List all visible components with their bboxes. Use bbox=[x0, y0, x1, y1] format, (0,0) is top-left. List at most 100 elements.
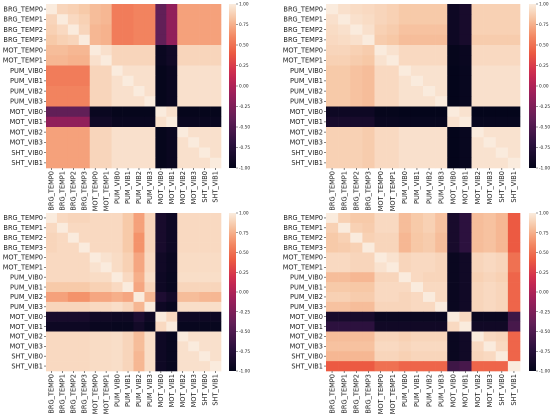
heatmap-cell bbox=[398, 157, 412, 169]
heatmap-cell bbox=[56, 14, 69, 25]
x-tick-label: MOT_VIB0 bbox=[450, 374, 458, 407]
heatmap-cell bbox=[177, 222, 189, 234]
x-tick-label: MOT_VIB0 bbox=[157, 171, 165, 204]
heatmap-cell bbox=[459, 232, 472, 243]
heatmap-cell bbox=[338, 157, 351, 169]
heatmap-cell bbox=[495, 127, 509, 138]
heatmap-cell bbox=[362, 86, 375, 97]
x-tick-label: MOT_VIB1 bbox=[168, 374, 176, 407]
heatmap-cell bbox=[100, 262, 112, 273]
heatmap-cell bbox=[495, 262, 509, 273]
heatmap-cell bbox=[188, 96, 200, 107]
heatmap-cell bbox=[56, 24, 69, 36]
heatmap-cell bbox=[133, 341, 145, 352]
heatmap-cell bbox=[67, 106, 80, 118]
heatmap-cell bbox=[111, 301, 123, 313]
heatmap-cell bbox=[210, 116, 222, 128]
heatmap-cell bbox=[447, 222, 460, 234]
heatmap-cell bbox=[483, 242, 497, 253]
heatmap-cell bbox=[111, 213, 123, 224]
heatmap-cell bbox=[166, 127, 178, 138]
heatmap-cell bbox=[350, 252, 363, 263]
heatmap-cell bbox=[56, 341, 69, 352]
heatmap-cell bbox=[483, 34, 497, 46]
heatmap-cell bbox=[46, 65, 58, 77]
heatmap-cell bbox=[177, 272, 189, 283]
heatmap-cell bbox=[410, 34, 424, 46]
heatmap-cell bbox=[495, 96, 509, 107]
y-tick-label: PUM_VIB1 bbox=[290, 77, 323, 85]
heatmap-cell bbox=[188, 311, 200, 322]
heatmap-cell bbox=[166, 213, 178, 224]
x-tick-label: BRG_TEMP2 bbox=[70, 374, 78, 414]
heatmap-cell bbox=[483, 24, 497, 36]
heatmap-cell bbox=[507, 282, 521, 293]
heatmap-cell bbox=[350, 127, 363, 138]
heatmap-cell bbox=[326, 45, 339, 56]
heatmap-cell bbox=[338, 106, 351, 118]
heatmap-cell bbox=[471, 147, 484, 159]
heatmap-cell bbox=[67, 34, 80, 46]
heatmap-cell bbox=[398, 127, 412, 138]
heatmap-cell bbox=[362, 242, 375, 253]
colorbar-tick-label: -0.75 bbox=[539, 349, 550, 355]
colorbar-tick-label: 0.25 bbox=[239, 270, 249, 276]
heatmap-cell bbox=[447, 272, 460, 283]
heatmap-cell bbox=[210, 106, 222, 118]
heatmap-cell bbox=[111, 75, 123, 87]
heatmap-cell bbox=[326, 106, 339, 118]
heatmap-cell bbox=[459, 351, 472, 362]
heatmap-cell bbox=[410, 96, 424, 107]
heatmap-cell bbox=[46, 34, 58, 46]
heatmap-cell bbox=[398, 292, 412, 303]
heatmap-cell bbox=[67, 282, 80, 293]
heatmap-cell bbox=[111, 45, 123, 56]
heatmap-cell bbox=[56, 321, 69, 332]
heatmap-cell bbox=[111, 341, 123, 352]
heatmap-cell bbox=[188, 341, 200, 352]
heatmap-cell bbox=[133, 137, 145, 148]
heatmap-cell bbox=[459, 341, 472, 352]
heatmap-cell bbox=[410, 331, 424, 342]
heatmap-cell bbox=[100, 4, 112, 15]
heatmap-cell bbox=[199, 232, 211, 243]
heatmap-cell bbox=[374, 14, 387, 25]
heatmap-cell bbox=[78, 311, 91, 322]
heatmap-cell bbox=[386, 222, 400, 234]
heatmap-cell bbox=[111, 351, 123, 362]
heatmap-cell bbox=[133, 331, 145, 342]
heatmap-cell bbox=[435, 321, 448, 332]
heatmap-cell bbox=[177, 242, 189, 253]
x-tick-label: SHT_VIB1 bbox=[510, 171, 518, 203]
heatmap-cell bbox=[188, 116, 200, 128]
y-tick-label: MOT_VIB3 bbox=[290, 139, 323, 147]
heatmap-cell bbox=[100, 252, 112, 263]
heatmap-cell bbox=[338, 34, 351, 46]
y-tick-label: PUM_VIB2 bbox=[10, 293, 43, 301]
heatmap-cell bbox=[122, 65, 134, 77]
heatmap-cell bbox=[423, 222, 436, 234]
heatmap-cell bbox=[483, 137, 497, 148]
heatmap-cell bbox=[100, 55, 112, 66]
heatmap-cell bbox=[471, 361, 484, 372]
colorbar bbox=[229, 4, 236, 168]
heatmap-cell bbox=[210, 341, 222, 352]
heatmap-cell bbox=[89, 272, 101, 283]
heatmap-cell bbox=[89, 96, 101, 107]
x-tick-label: MOT_TEMP0 bbox=[377, 171, 385, 211]
heatmap-cell bbox=[326, 96, 339, 107]
y-tick-label: MOT_VIB2 bbox=[290, 128, 323, 136]
heatmap-cell bbox=[435, 311, 448, 322]
y-tick-label: PUM_VIB0 bbox=[290, 67, 323, 75]
heatmap-cell bbox=[177, 75, 189, 87]
heatmap-cell bbox=[67, 14, 80, 25]
colorbar-tick-label: 0.00 bbox=[539, 290, 549, 296]
heatmap-cell bbox=[326, 222, 339, 234]
heatmap-cell bbox=[447, 242, 460, 253]
heatmap-cell bbox=[386, 272, 400, 283]
heatmap-cell bbox=[100, 242, 112, 253]
heatmap-cell bbox=[155, 252, 167, 263]
heatmap-cell bbox=[459, 292, 472, 303]
heatmap-cell bbox=[507, 292, 521, 303]
heatmap-cell bbox=[447, 301, 460, 313]
